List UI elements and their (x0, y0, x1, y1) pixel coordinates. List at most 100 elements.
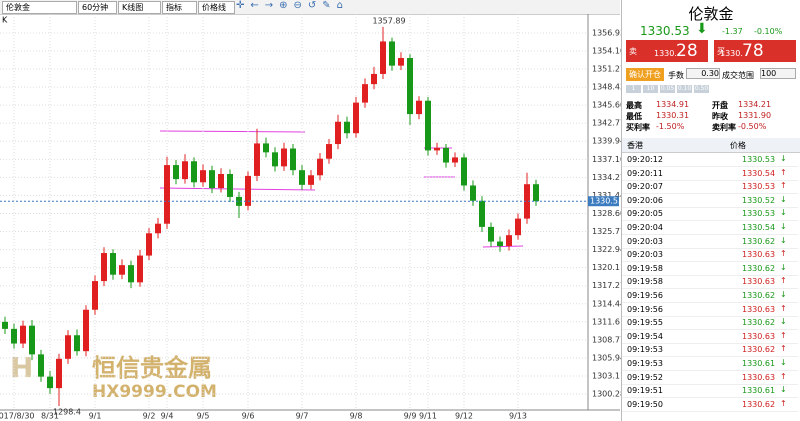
watermark-logo: H (10, 351, 33, 384)
tick-arrow: ↑ (780, 303, 787, 313)
x-tick-label: 9/1 (89, 412, 102, 421)
toolbar-icons[interactable]: ✛←→⊕⊖↺✎⌂ (236, 0, 349, 11)
candle-body (353, 102, 359, 134)
candle-body (191, 161, 197, 183)
tick-row: 09:19:56 1330.63 ↑ (622, 303, 798, 317)
tick-price: 1330.53 (742, 155, 776, 164)
sell-button[interactable]: 卖 1330. 28 (626, 40, 708, 62)
tick-price: 1330.63 (742, 331, 776, 341)
tick-row: 09:19:58 1330.62 ↓ (622, 262, 798, 276)
candle-body (272, 152, 278, 167)
tick-time: 09:20:04 (627, 223, 663, 232)
candle-body (164, 165, 170, 224)
panel-title: 伦敦金 (688, 5, 734, 23)
candle-body (74, 335, 80, 352)
quick-lot-button[interactable]: 0.10 (677, 85, 692, 93)
candle-body (200, 170, 206, 183)
stat-label: 买利率 (626, 123, 650, 132)
candle-body (488, 226, 494, 242)
tick-time: 09:20:05 (627, 209, 663, 219)
candle-body (389, 41, 395, 66)
symbol-select[interactable]: 伦敦金 (2, 1, 77, 14)
tick-row: 09:20:04 1330.54 ↓ (622, 221, 798, 235)
stat-label: 最低 (626, 112, 642, 121)
stat-label: 开盘 (712, 101, 728, 110)
candle-body (425, 100, 431, 151)
candle-body (110, 253, 116, 275)
tick-price: 1330.62 (742, 318, 776, 328)
y-tick-label: 1334.27 (592, 173, 621, 182)
tick-arrow: ↓ (780, 290, 787, 299)
tick-price: 1330.62 (742, 291, 776, 300)
quick-lot-button[interactable]: 0.05 (660, 85, 675, 93)
price-line-select[interactable]: 价格线 (198, 1, 235, 14)
tick-arrow: ↑ (780, 398, 787, 408)
chart-corner: K (2, 16, 8, 25)
quick-lot-button[interactable]: 1 (626, 85, 641, 93)
candle-body (416, 100, 422, 115)
stat-value: -1.50% (656, 122, 685, 131)
tick-row: 09:19:55 1330.62 ↓ (622, 316, 798, 331)
sell-head: 1330. (654, 49, 677, 58)
tick-price: 1330.53 (742, 209, 776, 219)
candle-body (227, 174, 233, 197)
tick-price: 1330.62 (742, 236, 776, 246)
candle-body (344, 121, 350, 134)
chart-kind-select[interactable]: K线图 (118, 1, 161, 14)
indicator-select[interactable]: 指标 (162, 1, 197, 14)
period-select[interactable]: 60分钟 (78, 1, 117, 14)
tick-row: 09:20:06 1330.52 ↓ (622, 194, 798, 208)
x-tick-label: 9/9 (404, 412, 417, 421)
panel-change: -1.37 (722, 27, 743, 36)
candle-body (452, 157, 458, 163)
panel-price: 1330.53 (640, 24, 690, 38)
tick-arrow: ↓ (780, 317, 787, 327)
tick-arrow: ↑ (780, 181, 787, 191)
candle-body (173, 165, 179, 180)
x-tick-label: 9/12 (455, 412, 473, 421)
tick-row: 09:19:58 1330.63 ↑ (622, 275, 798, 290)
quick-lot-button[interactable]: 0.50 (694, 85, 709, 93)
tick-time: 09:19:56 (627, 291, 663, 300)
lots-input[interactable]: 0.30 (686, 68, 720, 79)
y-tick-label: 1314.44 (592, 299, 621, 308)
candle-body (371, 73, 377, 85)
buy-button[interactable]: 买 1330. 78 (714, 40, 796, 62)
y-tick-label: 1322.94 (592, 245, 621, 254)
candle-body (83, 309, 89, 352)
tick-arrow: ↓ (780, 222, 787, 231)
watermark-site: HX9999.COM (92, 382, 217, 402)
candle-body (47, 376, 53, 389)
quick-lot-button[interactable]: 10 (643, 85, 658, 93)
candle-body (209, 170, 215, 189)
tick-row: 09:19:50 1330.62 ↑ (622, 398, 798, 412)
low-annotation: 1298.4 (53, 407, 81, 416)
candle-body (407, 58, 413, 115)
tick-arrow: ↑ (780, 249, 787, 259)
open-button[interactable]: 确认开仓 (626, 68, 664, 81)
candle-body (218, 174, 224, 189)
x-tick-label: 9/8 (350, 412, 363, 421)
y-tick-label: 1317.27 (592, 281, 621, 290)
candle-body (470, 185, 476, 201)
tick-price: 1330.62 (742, 399, 776, 409)
candle-body (11, 328, 17, 344)
tick-price: 1330.63 (742, 304, 776, 314)
y-tick-label: 1351.27 (592, 65, 621, 74)
tick-price: 1330.63 (742, 277, 776, 287)
candle-body (155, 223, 161, 234)
tick-arrow: ↑ (780, 344, 787, 354)
range-input[interactable]: 100 (760, 68, 796, 79)
tick-price: 1330.53 (742, 182, 776, 192)
x-tick-label: 9/6 (242, 412, 255, 421)
watermark-brand: 恒信贵金属 (92, 354, 212, 382)
tick-time: 09:19:54 (627, 331, 663, 341)
x-tick-label: 8/31 (41, 412, 59, 421)
candle-body (245, 175, 251, 206)
y-tick-label: 1320.11 (592, 263, 621, 272)
y-tick-label: 1345.60 (592, 101, 621, 110)
down-arrow: ⬇ (696, 21, 708, 37)
stat-label: 昨收 (712, 112, 728, 121)
tick-arrow: ↓ (780, 154, 787, 163)
candle-body (317, 158, 323, 176)
